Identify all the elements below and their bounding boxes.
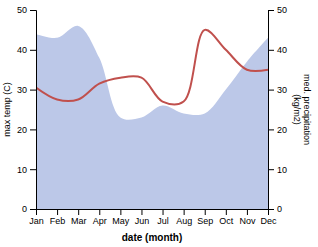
tick-label: 0 bbox=[22, 204, 27, 214]
axis-line bbox=[269, 11, 275, 210]
tick-label: Dec bbox=[260, 216, 277, 226]
tick-mark bbox=[30, 10, 36, 11]
tick-label: May bbox=[112, 216, 130, 226]
tick: Jun bbox=[135, 209, 150, 226]
tick-mark bbox=[30, 169, 36, 170]
tick-label: 50 bbox=[17, 5, 27, 15]
tick: Oct bbox=[219, 209, 234, 226]
tick: 20 bbox=[17, 125, 36, 135]
tick-mark bbox=[30, 50, 36, 51]
tick: 40 bbox=[268, 45, 287, 55]
tick: 40 bbox=[17, 45, 36, 55]
tick-mark bbox=[268, 10, 274, 11]
tick-label: 30 bbox=[17, 85, 27, 95]
tick: Mar bbox=[71, 209, 87, 226]
tick: Nov bbox=[239, 209, 256, 226]
line bbox=[36, 30, 268, 105]
tick-label: Aug bbox=[176, 216, 192, 226]
tick: Dec bbox=[260, 209, 277, 226]
y-axis: 0 10 20 30 40 50 bbox=[17, 5, 37, 214]
tick-label: 10 bbox=[17, 165, 27, 175]
y2-axis-title-line: (kg/m2) bbox=[292, 94, 302, 125]
y2-axis: 0 10 20 30 40 50 bbox=[268, 5, 287, 214]
x-axis-title: date (month) bbox=[122, 232, 183, 243]
tick-mark bbox=[30, 129, 36, 130]
tick-label: Jun bbox=[135, 216, 150, 226]
tick-label: 0 bbox=[277, 204, 282, 214]
tick-mark bbox=[247, 209, 248, 215]
marks bbox=[36, 26, 268, 209]
tick-mark bbox=[226, 209, 227, 215]
tick-mark bbox=[163, 209, 164, 215]
tick-label: 30 bbox=[277, 85, 287, 95]
tick-mark bbox=[120, 209, 121, 215]
y-axis-title: max temp (C) bbox=[2, 82, 12, 137]
tick: 0 bbox=[268, 204, 282, 214]
tick-label: Mar bbox=[71, 216, 87, 226]
tick: 30 bbox=[17, 85, 36, 95]
tick-label: 50 bbox=[277, 5, 287, 15]
tick-mark bbox=[268, 50, 274, 51]
y2-axis-title: med. precipitation(kg/m2) bbox=[292, 74, 312, 145]
tick-mark bbox=[268, 90, 274, 91]
tick: May bbox=[112, 209, 130, 226]
tick-mark bbox=[268, 209, 274, 210]
tick-label: Apr bbox=[93, 216, 107, 226]
tick-label: Jul bbox=[157, 216, 169, 226]
axis-line bbox=[30, 11, 37, 210]
chart: JanFebMarAprMayJunJulAugSepOctNovDec0102… bbox=[0, 0, 318, 247]
tick-label: 40 bbox=[277, 45, 287, 55]
tick: Jan bbox=[29, 209, 44, 226]
tick-mark bbox=[268, 129, 274, 130]
tick-mark bbox=[57, 209, 58, 215]
tick: 30 bbox=[268, 85, 287, 95]
tick: 10 bbox=[17, 165, 36, 175]
tick: Feb bbox=[50, 209, 66, 226]
axis-line bbox=[37, 210, 269, 216]
tick-label: Oct bbox=[219, 216, 234, 226]
tick-label: Feb bbox=[50, 216, 66, 226]
tick-mark bbox=[184, 209, 185, 215]
tick-mark bbox=[78, 209, 79, 215]
tick: Aug bbox=[176, 209, 192, 226]
tick: Apr bbox=[93, 209, 107, 226]
tick-label: 20 bbox=[17, 125, 27, 135]
tick: Sep bbox=[197, 209, 213, 226]
tick: 10 bbox=[268, 165, 287, 175]
tick-mark bbox=[30, 209, 36, 210]
tick-mark bbox=[268, 169, 274, 170]
tick-label: 20 bbox=[277, 125, 287, 135]
tick: 0 bbox=[22, 204, 36, 214]
plot: JanFebMarAprMayJunJulAugSepOctNovDec0102… bbox=[17, 5, 287, 226]
y2-axis-title-line: med. precipitation bbox=[302, 74, 312, 145]
tick-label: Sep bbox=[197, 216, 213, 226]
tick-label: Nov bbox=[239, 216, 256, 226]
tick-mark bbox=[141, 209, 142, 215]
tick: 50 bbox=[17, 5, 36, 15]
tick-label: 10 bbox=[277, 165, 287, 175]
x-axis: Jan Feb Mar Apr May Jun Jul Aug Sep Oct Nov Dec bbox=[29, 209, 277, 226]
area bbox=[36, 26, 268, 209]
tick-label: Jan bbox=[29, 216, 44, 226]
tick: 50 bbox=[268, 5, 287, 15]
tick-mark bbox=[205, 209, 206, 215]
tick: 20 bbox=[268, 125, 287, 135]
tick-mark bbox=[30, 90, 36, 91]
tick: Jul bbox=[157, 209, 169, 226]
tick-label: 40 bbox=[17, 45, 27, 55]
tick-mark bbox=[99, 209, 100, 215]
